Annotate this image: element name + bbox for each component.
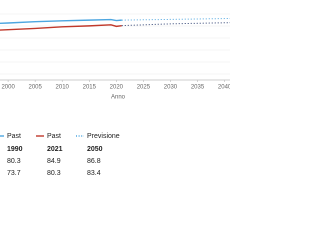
plot-area <box>0 13 230 75</box>
table-cell: 80.3 <box>47 170 61 177</box>
table-cell: 80.3 <box>7 158 21 165</box>
table-cell: 1990 <box>7 146 23 153</box>
series-line <box>121 17 230 21</box>
table-cell: 84.9 <box>47 158 61 165</box>
x-axis-label: Anno <box>111 95 126 101</box>
series-line <box>0 24 122 31</box>
table-cell: 73.7 <box>7 170 21 177</box>
table-cell: 86.8 <box>87 158 101 165</box>
x-tick-label: 2030 <box>164 85 178 91</box>
x-tick-label: 2035 <box>191 85 205 91</box>
x-tick-label: 2000 <box>1 85 15 91</box>
table-cell: 2050 <box>87 146 103 153</box>
x-tick-label: 2020 <box>110 85 124 91</box>
chart: Anno 2000 2005 2010 2015 2020 2025 2030 2035 204… <box>0 13 230 177</box>
legend-label: Past <box>47 133 61 140</box>
table-cell: 83.4 <box>87 170 101 177</box>
x-tick-label: 2015 <box>83 85 97 91</box>
x-tick-label: 2025 <box>137 85 151 91</box>
legend-label: Past <box>7 133 21 140</box>
x-tick-label: 2010 <box>56 85 70 91</box>
legend-label: Previsione <box>87 133 120 140</box>
series-line <box>0 18 122 24</box>
x-tick-label: 2005 <box>28 85 42 91</box>
table-cell: 2021 <box>47 146 63 153</box>
x-tick-label: 2040 <box>218 85 230 91</box>
series-line <box>121 22 230 27</box>
